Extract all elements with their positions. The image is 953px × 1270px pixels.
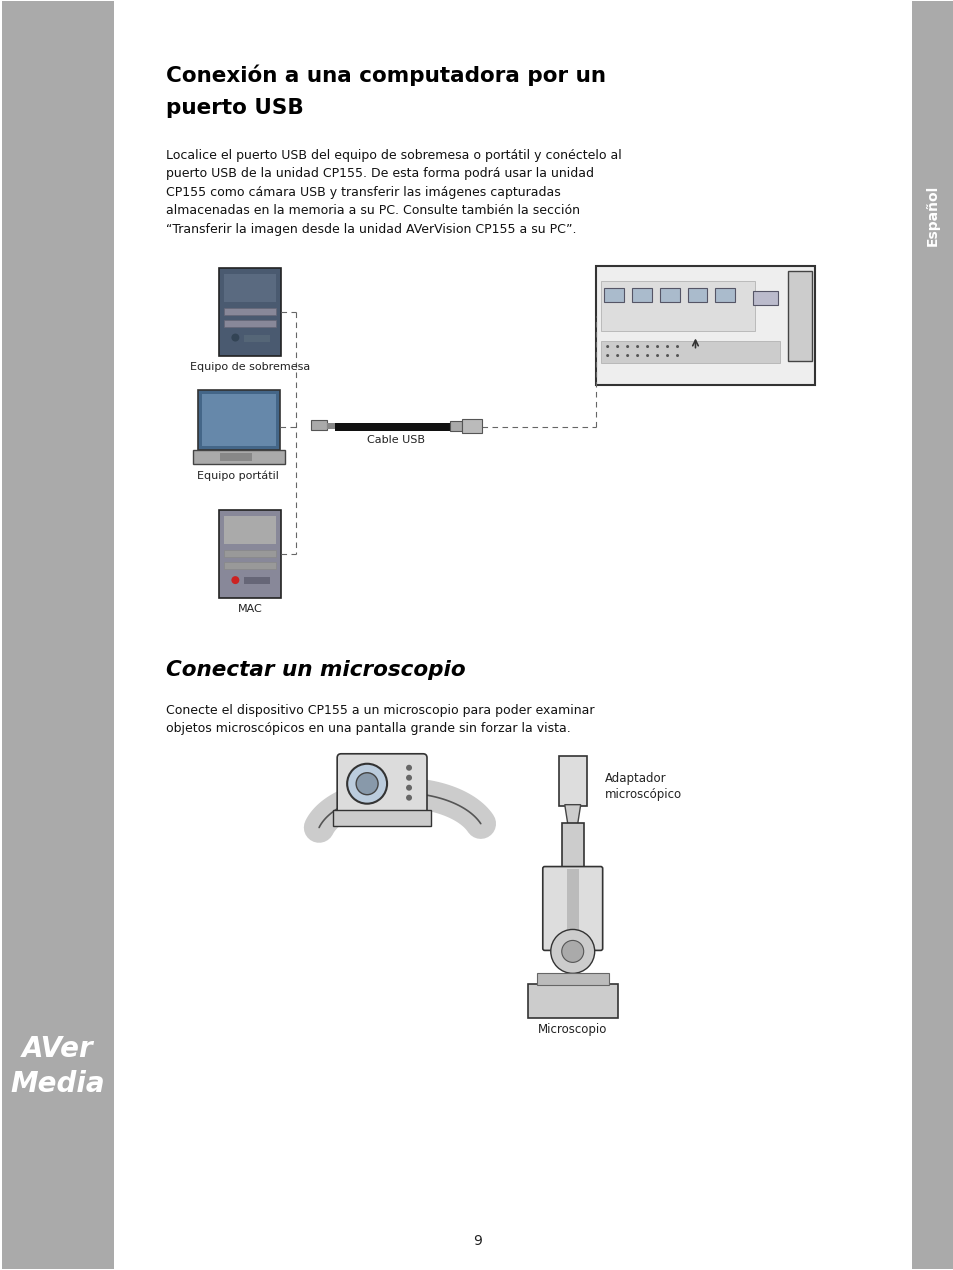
Text: 9: 9 xyxy=(473,1234,482,1248)
Bar xyxy=(911,1,953,1269)
Bar xyxy=(687,288,707,302)
FancyBboxPatch shape xyxy=(198,390,280,451)
Bar xyxy=(244,577,270,584)
Text: Español: Español xyxy=(925,185,939,246)
Circle shape xyxy=(636,354,639,357)
Circle shape xyxy=(406,765,412,771)
Circle shape xyxy=(665,345,668,348)
Circle shape xyxy=(636,345,639,348)
Circle shape xyxy=(616,345,618,348)
Bar xyxy=(537,973,608,986)
Circle shape xyxy=(625,354,628,357)
FancyBboxPatch shape xyxy=(595,265,815,386)
Bar xyxy=(566,869,578,949)
Circle shape xyxy=(656,354,659,357)
Text: Conecte el dispositivo CP155 a un microscopio para poder examinar: Conecte el dispositivo CP155 a un micros… xyxy=(167,704,595,716)
Text: puerto USB de la unidad CP155. De esta forma podrá usar la unidad: puerto USB de la unidad CP155. De esta f… xyxy=(167,168,594,180)
Bar xyxy=(224,563,276,569)
Bar xyxy=(224,307,276,315)
Text: Microscopio: Microscopio xyxy=(537,1024,607,1036)
Bar xyxy=(600,281,755,330)
Bar xyxy=(2,1,113,1269)
Text: Conexión a una computadora por un: Conexión a una computadora por un xyxy=(167,64,606,85)
FancyBboxPatch shape xyxy=(333,810,431,826)
Bar xyxy=(450,422,461,432)
Polygon shape xyxy=(564,805,580,824)
Text: CP155 como cámara USB y transferir las imágenes capturadas: CP155 como cámara USB y transferir las i… xyxy=(167,185,560,199)
Text: Cable USB: Cable USB xyxy=(367,436,425,446)
Bar xyxy=(311,420,327,431)
Text: Equipo de sobremesa: Equipo de sobremesa xyxy=(190,362,310,372)
Bar xyxy=(600,340,780,362)
Text: Equipo portátil: Equipo portátil xyxy=(197,470,279,481)
Bar xyxy=(659,288,679,302)
Circle shape xyxy=(676,354,679,357)
Bar xyxy=(603,288,623,302)
Circle shape xyxy=(550,930,594,973)
FancyBboxPatch shape xyxy=(193,451,285,465)
Bar xyxy=(220,453,252,461)
Circle shape xyxy=(347,763,387,804)
Text: MAC: MAC xyxy=(237,605,262,615)
Text: Media: Media xyxy=(10,1071,105,1099)
Circle shape xyxy=(232,334,239,342)
Bar xyxy=(224,516,276,544)
Circle shape xyxy=(625,345,628,348)
Bar xyxy=(224,550,276,558)
Circle shape xyxy=(406,795,412,800)
Circle shape xyxy=(645,354,648,357)
Circle shape xyxy=(665,354,668,357)
FancyBboxPatch shape xyxy=(336,754,427,814)
Bar xyxy=(327,423,335,429)
FancyBboxPatch shape xyxy=(527,984,617,1019)
Text: objetos microscópicos en una pantalla grande sin forzar la vista.: objetos microscópicos en una pantalla gr… xyxy=(167,723,571,735)
Circle shape xyxy=(406,775,412,781)
Text: “Transferir la imagen desde la unidad AVerVision CP155 a su PC”.: “Transferir la imagen desde la unidad AV… xyxy=(167,222,577,236)
Circle shape xyxy=(406,785,412,791)
FancyBboxPatch shape xyxy=(219,268,281,356)
Bar xyxy=(244,334,270,342)
Circle shape xyxy=(616,354,618,357)
Circle shape xyxy=(561,940,583,963)
Circle shape xyxy=(605,354,609,357)
Bar xyxy=(224,274,276,302)
Text: AVer: AVer xyxy=(22,1035,93,1063)
FancyBboxPatch shape xyxy=(219,511,281,598)
Circle shape xyxy=(355,772,377,795)
Circle shape xyxy=(656,345,659,348)
Bar xyxy=(753,291,778,305)
Bar xyxy=(787,271,811,361)
Bar xyxy=(715,288,735,302)
Bar xyxy=(202,395,276,446)
FancyBboxPatch shape xyxy=(542,866,602,950)
Bar xyxy=(631,288,651,302)
Bar xyxy=(335,423,450,432)
Bar xyxy=(461,419,481,433)
FancyBboxPatch shape xyxy=(558,756,586,805)
Text: Conectar un microscopio: Conectar un microscopio xyxy=(167,660,466,679)
Text: Adaptador
microscópico: Adaptador microscópico xyxy=(604,772,681,801)
FancyBboxPatch shape xyxy=(561,823,583,870)
Text: puerto USB: puerto USB xyxy=(167,98,304,118)
Circle shape xyxy=(605,345,609,348)
Circle shape xyxy=(645,345,648,348)
Text: Localice el puerto USB del equipo de sobremesa o portátil y conéctelo al: Localice el puerto USB del equipo de sob… xyxy=(167,149,621,161)
Circle shape xyxy=(676,345,679,348)
Bar xyxy=(224,320,276,326)
Text: almacenadas en la memoria a su PC. Consulte también la sección: almacenadas en la memoria a su PC. Consu… xyxy=(167,204,579,217)
Circle shape xyxy=(232,577,239,584)
